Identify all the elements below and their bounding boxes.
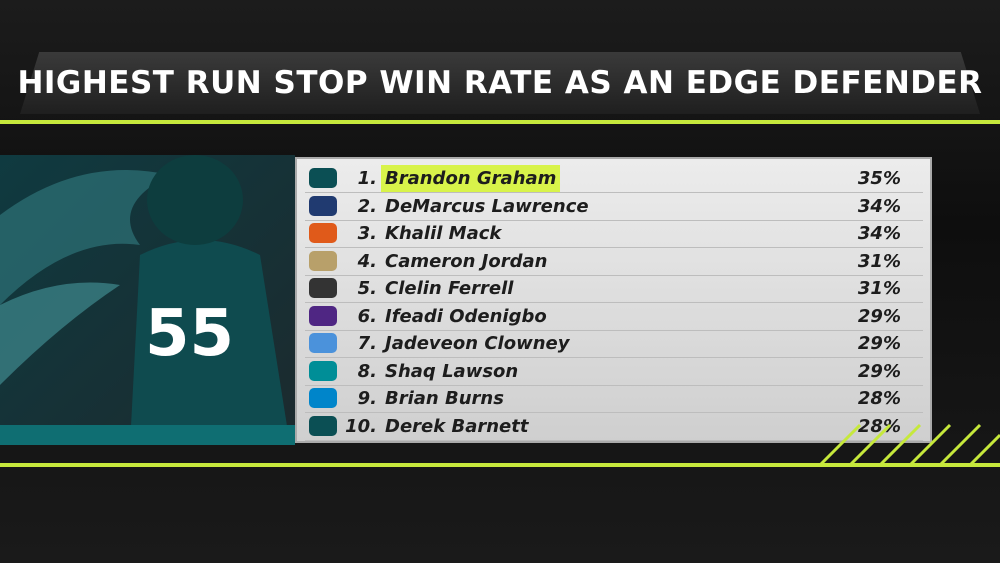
win-rate: 31% (857, 250, 901, 272)
diagonal-stripes (818, 423, 1000, 465)
player-name: DeMarcus Lawrence (385, 195, 589, 217)
team-logo (309, 415, 337, 436)
team-logo (309, 168, 337, 188)
table-row: 8. Shaq Lawson 29% (305, 358, 923, 386)
player-name: Cameron Jordan (385, 250, 548, 272)
player-name: Jadeveon Clowney (385, 333, 570, 354)
jersey (130, 240, 290, 445)
win-rate: 28% (857, 388, 901, 409)
player-name: Shaq Lawson (385, 360, 519, 382)
table-row: 10. Derek Barnett 28% (305, 413, 923, 441)
rank: 1. (357, 168, 377, 189)
win-rate: 34% (857, 195, 901, 217)
helmet (147, 155, 243, 245)
rank: 7. (357, 333, 377, 354)
stripe-group (818, 423, 1000, 465)
team-logo (309, 195, 337, 216)
win-rate: 34% (857, 223, 901, 244)
photo-illustration: 55 (0, 155, 295, 445)
title-banner (20, 52, 980, 114)
eagle-wing (0, 282, 120, 385)
player-name: Derek Barnett (385, 415, 529, 437)
team-logo (309, 278, 337, 298)
team-logo (309, 360, 337, 381)
team-logo (309, 333, 337, 353)
player-name: Brandon Graham (381, 165, 561, 192)
rank: 9. (357, 388, 377, 409)
base-stripe (0, 425, 295, 445)
win-rate: 29% (857, 360, 901, 382)
accent-stripe (0, 120, 1000, 124)
player-photo: 55 (0, 155, 295, 445)
win-rate: 28% (857, 415, 901, 437)
rank: 8. (357, 360, 377, 382)
team-logo (309, 223, 337, 243)
table-row: 1. Brandon Graham 35% (305, 165, 923, 193)
team-logo (309, 305, 337, 326)
player-name: Clelin Ferrell (385, 278, 514, 299)
title: HIGHEST RUN STOP WIN RATE AS AN EDGE DEF… (17, 65, 983, 101)
table-row: 9. Brian Burns 28% (305, 385, 923, 413)
accent-stripe (0, 463, 1000, 467)
ranking-table: 1. Brandon Graham 35% 2. DeMarcus Lawrence 34… (295, 157, 932, 443)
team-logo (309, 388, 337, 408)
rank: 6. (357, 305, 377, 327)
table-row: 5. Clelin Ferrell 31% (305, 275, 923, 303)
win-rate: 29% (857, 333, 901, 354)
rank: 3. (357, 223, 377, 244)
win-rate: 31% (857, 278, 901, 299)
jersey-number-art: 55 (145, 297, 234, 371)
rank: 5. (357, 278, 377, 299)
table-row: 7. Jadeveon Clowney 29% (305, 330, 923, 358)
player-name: Brian Burns (385, 388, 504, 409)
win-rate: 29% (857, 305, 901, 327)
team-logo (309, 250, 337, 271)
win-rate: 35% (857, 168, 901, 189)
player-name: Ifeadi Odenigbo (385, 305, 547, 327)
rank: 10. (345, 415, 377, 437)
eagle-wing (0, 170, 170, 305)
rank: 2. (357, 195, 377, 217)
table-row: 4. Cameron Jordan 31% (305, 248, 923, 276)
rank: 4. (357, 250, 377, 272)
table-row: 2. DeMarcus Lawrence 34% (305, 193, 923, 221)
table-row: 6. Ifeadi Odenigbo 29% (305, 303, 923, 331)
player-name: Khalil Mack (385, 223, 502, 244)
table-row: 3. Khalil Mack 34% (305, 220, 923, 248)
